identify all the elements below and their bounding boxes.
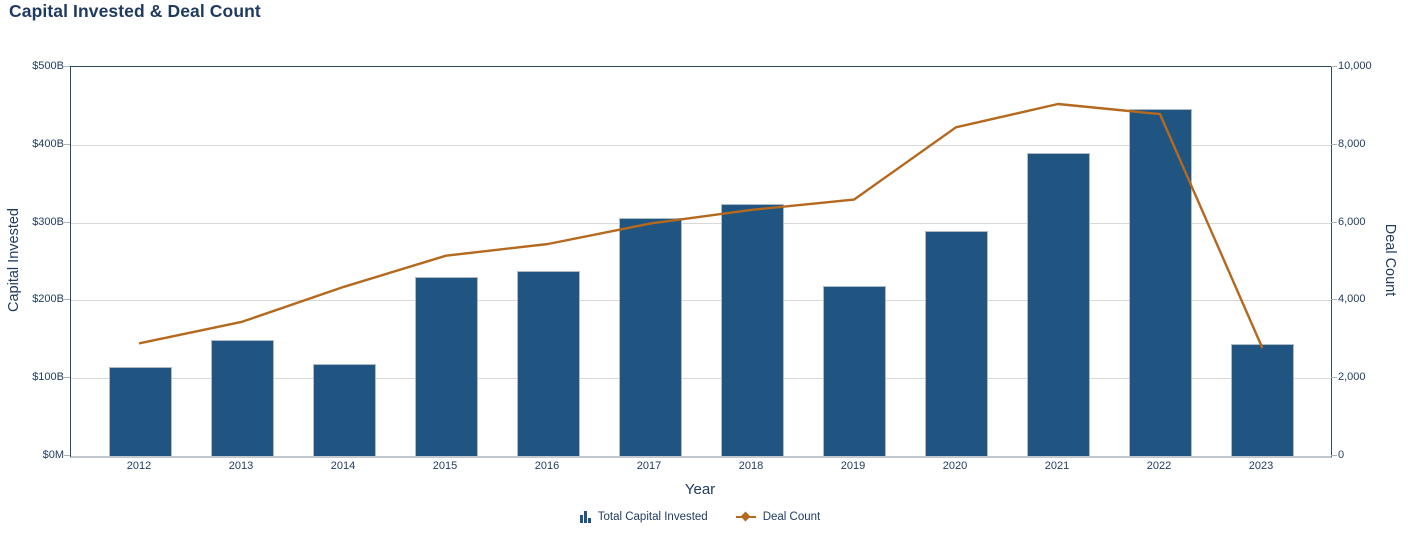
x-axis-title: Year bbox=[684, 481, 716, 498]
right-tick-10,000: 10,000 bbox=[1338, 60, 1372, 72]
left-tick-$500B: $500B bbox=[32, 60, 64, 72]
left-tick-mark bbox=[64, 455, 70, 456]
bar-2022[interactable] bbox=[1128, 109, 1192, 456]
x-tick-2022: 2022 bbox=[1146, 460, 1172, 472]
chart-title: Capital Invested & Deal Count bbox=[9, 1, 261, 21]
x-tick-2015: 2015 bbox=[432, 460, 458, 472]
bar-2021[interactable] bbox=[1026, 152, 1090, 456]
left-tick-mark bbox=[64, 377, 70, 379]
x-tick-2023: 2023 bbox=[1248, 460, 1274, 472]
bar-2013[interactable] bbox=[210, 340, 274, 456]
left-tick-$400B: $400B bbox=[32, 137, 64, 150]
left-tick-mark bbox=[64, 221, 70, 223]
left-tick-$200B: $200B bbox=[32, 293, 64, 306]
x-tick-2018: 2018 bbox=[738, 460, 764, 472]
plot-area bbox=[70, 66, 1332, 458]
bar-2018[interactable] bbox=[720, 203, 784, 456]
left-tick-mark bbox=[64, 143, 70, 145]
left-tick-mark bbox=[64, 66, 70, 67]
bar-2023[interactable] bbox=[1230, 343, 1294, 456]
x-tick-2021: 2021 bbox=[1044, 460, 1070, 472]
right-axis-title: Deal Count bbox=[1382, 223, 1398, 297]
left-tick-mark bbox=[64, 299, 70, 301]
legend-item-deal-count[interactable]: Deal Count bbox=[735, 511, 821, 523]
right-tick-mark bbox=[1331, 221, 1337, 223]
line-diamond-icon bbox=[735, 511, 756, 522]
legend-label-total-capital-invested: Total Capital Invested bbox=[597, 511, 708, 523]
bar-chart-icon bbox=[579, 511, 591, 523]
bar-2020[interactable] bbox=[924, 231, 988, 456]
deal-count-line[interactable] bbox=[138, 102, 1264, 349]
x-tick-2014: 2014 bbox=[330, 460, 356, 472]
left-tick-$300B: $300B bbox=[32, 215, 64, 228]
right-tick-mark bbox=[1331, 66, 1337, 67]
right-tick-mark bbox=[1331, 377, 1337, 379]
x-tick-2012: 2012 bbox=[126, 460, 152, 472]
right-tick-mark bbox=[1331, 143, 1337, 145]
x-tick-2017: 2017 bbox=[636, 460, 662, 472]
right-tick-mark bbox=[1331, 455, 1337, 456]
gridline-100 bbox=[71, 378, 1331, 380]
right-tick-8,000: 8,000 bbox=[1338, 137, 1366, 150]
right-tick-4,000: 4,000 bbox=[1338, 293, 1366, 306]
bar-2016[interactable] bbox=[516, 270, 580, 456]
right-tick-mark bbox=[1331, 299, 1337, 301]
x-tick-2013: 2013 bbox=[228, 460, 254, 472]
bar-2017[interactable] bbox=[618, 217, 682, 456]
left-tick-$0M: $0M bbox=[42, 449, 64, 461]
legend-label-deal-count: Deal Count bbox=[762, 511, 821, 523]
bar-2019[interactable] bbox=[822, 285, 886, 456]
legend-item-total-capital-invested[interactable]: Total Capital Invested bbox=[579, 511, 708, 523]
right-tick-6,000: 6,000 bbox=[1338, 215, 1366, 228]
bar-2015[interactable] bbox=[414, 277, 478, 456]
bar-2014[interactable] bbox=[312, 364, 376, 456]
x-tick-2016: 2016 bbox=[534, 460, 560, 472]
right-tick-0: 0 bbox=[1338, 449, 1345, 461]
left-tick-$100B: $100B bbox=[32, 371, 64, 384]
x-tick-2020: 2020 bbox=[942, 460, 968, 472]
x-tick-2019: 2019 bbox=[840, 460, 866, 472]
bar-2012[interactable] bbox=[108, 366, 172, 456]
legend: Total Capital Invested Deal Count bbox=[70, 511, 1330, 523]
right-tick-2,000: 2,000 bbox=[1338, 371, 1366, 384]
